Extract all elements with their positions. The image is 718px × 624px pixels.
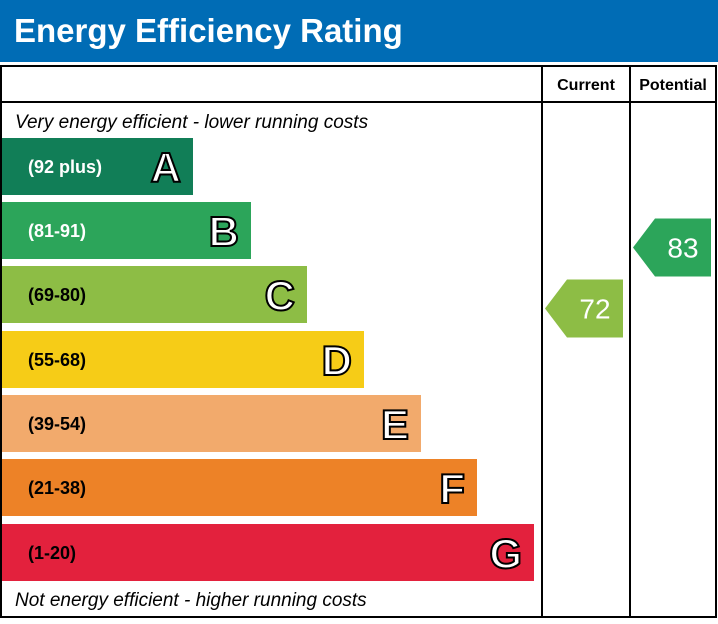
band-letter: G xyxy=(489,530,522,577)
band-letter: F xyxy=(439,465,465,512)
band-bar xyxy=(2,524,534,581)
band-bar xyxy=(2,395,421,452)
column-header-potential: Potential xyxy=(639,77,707,94)
band-range: (1-20) xyxy=(28,543,76,563)
band-letter: A xyxy=(151,144,181,191)
chart-title: Energy Efficiency Rating xyxy=(14,12,403,49)
band-bar xyxy=(2,138,193,195)
bottom-note: Not energy efficient - higher running co… xyxy=(15,590,367,611)
band-letter: E xyxy=(381,401,409,448)
band-bar xyxy=(2,331,364,388)
band-f: (21-38) F xyxy=(2,459,477,516)
title-bar xyxy=(0,0,718,62)
band-bar xyxy=(2,266,307,323)
top-note: Very energy efficient - lower running co… xyxy=(15,112,369,133)
current-arrow-shape xyxy=(545,279,623,338)
potential-arrow-shape xyxy=(633,218,711,277)
band-bar xyxy=(2,202,251,259)
potential-rating-value: 83 xyxy=(667,233,698,264)
band-range: (39-54) xyxy=(28,414,86,434)
band-d: (55-68) D xyxy=(2,331,364,388)
band-g: (1-20) G xyxy=(2,524,534,581)
band-c: (69-80) C xyxy=(2,266,307,323)
band-range: (21-38) xyxy=(28,478,86,498)
band-range: (81-91) xyxy=(28,221,86,241)
band-e: (39-54) E xyxy=(2,395,421,452)
band-range: (92 plus) xyxy=(28,157,102,177)
band-bar xyxy=(2,459,477,516)
column-header-current: Current xyxy=(557,77,615,94)
current-rating-arrow: 72 xyxy=(545,279,623,338)
band-range: (55-68) xyxy=(28,350,86,370)
band-letter: D xyxy=(322,337,352,384)
band-a: (92 plus) A xyxy=(2,138,193,195)
current-rating-value: 72 xyxy=(579,294,610,325)
band-letter: C xyxy=(265,272,295,319)
band-b: (81-91) B xyxy=(2,202,251,259)
band-range: (69-80) xyxy=(28,285,86,305)
potential-rating-arrow: 83 xyxy=(633,218,711,277)
table-frame xyxy=(0,65,717,618)
band-letter: B xyxy=(209,208,239,255)
